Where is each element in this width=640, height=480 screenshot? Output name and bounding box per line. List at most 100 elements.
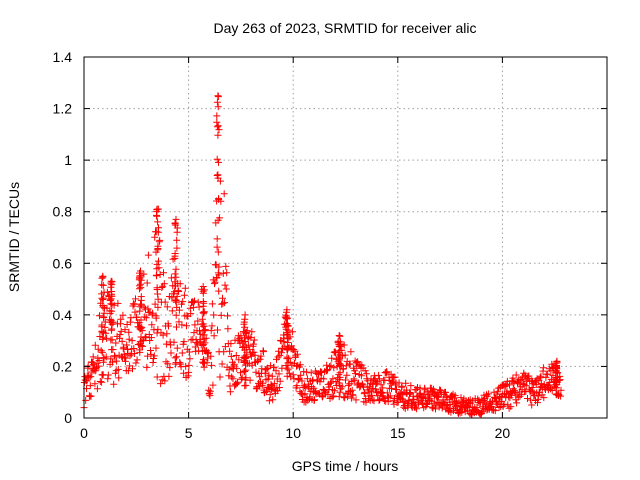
data-point xyxy=(183,322,190,330)
data-point xyxy=(501,382,509,390)
data-point xyxy=(213,243,221,251)
data-point xyxy=(172,311,180,319)
data-point xyxy=(176,359,184,367)
data-point xyxy=(289,371,297,379)
data-point xyxy=(252,368,260,376)
data-point xyxy=(539,364,547,372)
data-point xyxy=(256,373,264,381)
data-point xyxy=(407,382,415,390)
data-point xyxy=(207,327,215,335)
data-point xyxy=(117,315,125,323)
data-point xyxy=(93,385,101,393)
data-point xyxy=(171,282,179,290)
data-point xyxy=(98,378,106,386)
data-point xyxy=(155,257,162,265)
data-point xyxy=(540,394,548,402)
data-point xyxy=(227,352,235,360)
data-point xyxy=(99,358,107,366)
data-point xyxy=(153,329,161,337)
data-point xyxy=(265,397,273,405)
data-point xyxy=(275,347,283,355)
data-point xyxy=(87,373,95,381)
data-point xyxy=(388,385,395,393)
data-point xyxy=(153,284,161,292)
data-point xyxy=(95,357,103,364)
data-point xyxy=(175,318,183,326)
data-point xyxy=(90,360,98,368)
data-point xyxy=(534,392,542,400)
data-point xyxy=(97,347,105,355)
data-point xyxy=(276,377,284,385)
data-point xyxy=(215,287,223,295)
data-point xyxy=(274,387,282,395)
data-point xyxy=(248,328,256,336)
data-point xyxy=(230,360,238,368)
data-point xyxy=(512,371,520,379)
data-point xyxy=(136,285,143,293)
data-point xyxy=(152,344,160,352)
data-point xyxy=(89,353,97,361)
data-point xyxy=(255,382,263,390)
data-point xyxy=(282,313,290,321)
data-point xyxy=(458,408,466,416)
data-point xyxy=(136,325,144,333)
data-point xyxy=(137,300,144,308)
data-point xyxy=(283,330,291,338)
data-point xyxy=(337,340,344,348)
data-point xyxy=(250,336,258,344)
data-point xyxy=(200,363,208,371)
data-point xyxy=(284,331,291,339)
data-point xyxy=(153,272,161,280)
data-point xyxy=(137,316,145,324)
data-point xyxy=(107,277,115,285)
data-point xyxy=(151,233,159,241)
data-point xyxy=(110,301,118,309)
data-point xyxy=(99,302,107,309)
data-point xyxy=(241,323,249,331)
data-point xyxy=(200,299,208,307)
data-point xyxy=(229,358,236,366)
data-point xyxy=(505,393,513,401)
data-point xyxy=(200,286,208,294)
data-point xyxy=(194,298,202,306)
data-point xyxy=(173,353,180,361)
data-point xyxy=(263,365,271,373)
chart-title: Day 263 of 2023, SRMTID for receiver ali… xyxy=(214,20,477,36)
data-point xyxy=(335,360,343,367)
x-axis-label: GPS time / hours xyxy=(292,458,399,474)
data-point xyxy=(100,313,108,321)
data-point xyxy=(553,357,561,365)
data-point xyxy=(318,369,326,376)
data-point xyxy=(383,368,391,376)
data-point xyxy=(525,372,533,380)
data-point xyxy=(221,343,229,351)
data-point xyxy=(423,401,431,408)
data-point xyxy=(283,372,291,380)
data-point xyxy=(173,244,181,252)
data-point xyxy=(199,340,207,348)
data-point xyxy=(336,381,344,389)
data-point xyxy=(113,357,121,365)
data-point xyxy=(221,281,229,289)
data-point xyxy=(163,330,171,338)
data-point xyxy=(131,350,139,357)
data-point xyxy=(226,388,234,396)
data-point xyxy=(413,405,421,413)
data-point xyxy=(190,329,198,337)
data-point xyxy=(288,328,296,336)
data-point xyxy=(283,339,291,346)
data-point xyxy=(548,387,556,394)
data-point xyxy=(328,393,336,401)
data-point xyxy=(204,348,212,356)
data-point xyxy=(268,372,276,380)
data-point xyxy=(215,263,223,271)
data-point xyxy=(98,348,106,356)
data-point xyxy=(107,300,115,308)
data-point xyxy=(402,379,410,387)
data-point xyxy=(148,321,156,329)
data-point xyxy=(161,298,169,306)
y-axis-label: SRMTID / TECUs xyxy=(6,182,22,292)
data-point xyxy=(137,301,145,309)
data-point xyxy=(524,395,531,402)
data-point xyxy=(375,371,383,379)
